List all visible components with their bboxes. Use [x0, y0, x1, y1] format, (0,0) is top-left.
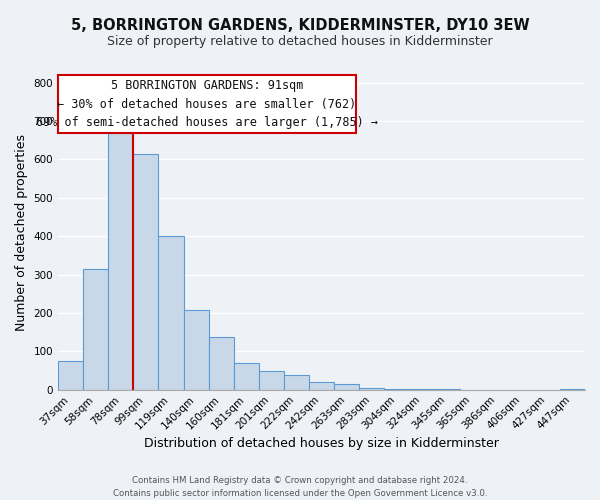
Bar	[384, 389, 409, 390]
Text: 5 BORRINGTON GARDENS: 91sqm
← 30% of detached houses are smaller (762)
69% of se: 5 BORRINGTON GARDENS: 91sqm ← 30% of det…	[36, 79, 378, 129]
Text: Contains HM Land Registry data © Crown copyright and database right 2024.
Contai: Contains HM Land Registry data © Crown c…	[113, 476, 487, 498]
Bar	[209, 337, 233, 390]
Bar	[133, 154, 158, 390]
Bar	[259, 372, 284, 390]
Bar	[284, 375, 309, 390]
Bar	[158, 236, 184, 390]
Bar	[334, 384, 359, 390]
Bar	[359, 388, 384, 390]
Bar	[233, 363, 259, 390]
Bar	[83, 269, 108, 390]
Bar	[58, 361, 83, 390]
Bar	[184, 310, 209, 390]
Bar	[560, 388, 585, 390]
Bar	[108, 134, 133, 390]
Bar	[309, 382, 334, 390]
Text: 5, BORRINGTON GARDENS, KIDDERMINSTER, DY10 3EW: 5, BORRINGTON GARDENS, KIDDERMINSTER, DY…	[71, 18, 529, 32]
X-axis label: Distribution of detached houses by size in Kidderminster: Distribution of detached houses by size …	[144, 437, 499, 450]
Y-axis label: Number of detached properties: Number of detached properties	[15, 134, 28, 331]
Text: Size of property relative to detached houses in Kidderminster: Size of property relative to detached ho…	[107, 35, 493, 48]
